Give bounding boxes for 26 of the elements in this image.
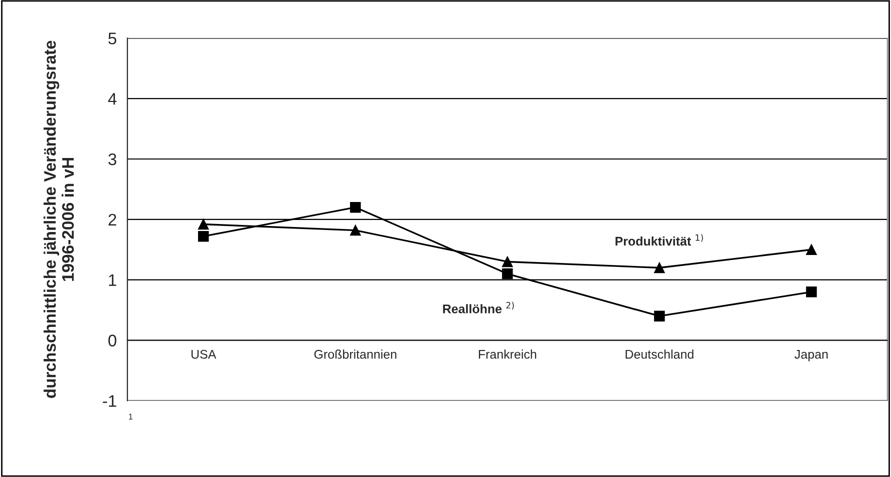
y-axis-title: durchschnittliche jährliche Veränderungsrate 1996-2006 in vH: [44, 40, 74, 398]
text: 1: [128, 414, 133, 420]
series-label: Produktivität $^{1)}$: [616, 234, 703, 246]
x-tick-label: Frankreich: [478, 350, 536, 359]
y-tick-label: -1: [102, 395, 116, 407]
y-tick-label: 0: [108, 334, 116, 346]
point: [198, 218, 209, 230]
y-tick-label: 1: [109, 274, 116, 286]
y-tick-label: 5: [108, 32, 116, 44]
point: [654, 310, 665, 322]
point: [502, 256, 513, 268]
point: [806, 286, 817, 298]
point: [502, 268, 513, 280]
x-tick-label: Großbritannien: [314, 350, 396, 359]
x-tick-label: Japan: [794, 350, 828, 362]
y-tick-label: 4: [108, 93, 117, 105]
y-tick-label: 3: [108, 153, 116, 166]
point: [198, 230, 209, 242]
x-tick-label: USA: [192, 350, 216, 359]
point: [654, 262, 665, 274]
point: [350, 202, 361, 213]
y-tick-label: 2: [108, 214, 116, 226]
x-tick-label: Deutschland: [626, 350, 694, 359]
point: [806, 244, 817, 256]
point: [350, 224, 361, 236]
series-label: Reallöhne $^{2)}$: [443, 302, 514, 314]
